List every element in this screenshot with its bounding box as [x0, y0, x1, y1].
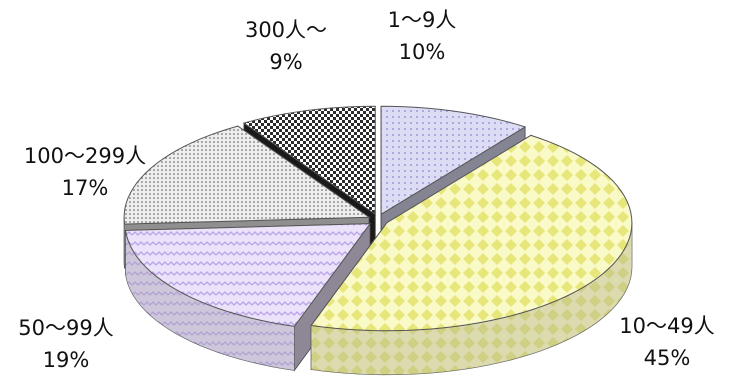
- slice-label-100-299: 100～299人 17%: [0, 140, 170, 204]
- slice-percent: 17%: [61, 176, 109, 200]
- slice-top-2: [124, 223, 372, 327]
- slice-label-300-plus: 300人～ 9%: [228, 14, 344, 78]
- slice-side-pattern-2: [125, 230, 295, 371]
- slice-top-3: [123, 125, 371, 225]
- pie-top-layer: [123, 105, 633, 332]
- slice-name: 1～9人: [387, 8, 457, 32]
- slice-label-50-99: 50～99人 19%: [6, 312, 126, 376]
- slice-label-10-49: 10～49人 45%: [602, 310, 732, 374]
- slice-percent: 9%: [269, 50, 303, 74]
- slice-percent: 19%: [42, 348, 90, 372]
- slice-side-pattern-1: [311, 222, 632, 375]
- slice-label-1-9: 1～9人 10%: [372, 4, 472, 68]
- slice-top-1: [310, 134, 633, 332]
- slice-percent: 45%: [643, 346, 691, 370]
- slice-name: 50～99人: [18, 316, 114, 340]
- slice-top-0: [380, 105, 527, 216]
- slice-top-4: [242, 105, 376, 216]
- slice-name: 10～49人: [619, 314, 715, 338]
- slice-percent: 10%: [398, 40, 446, 64]
- slice-name: 100～299人: [23, 144, 147, 168]
- slice-name: 300人～: [244, 18, 328, 42]
